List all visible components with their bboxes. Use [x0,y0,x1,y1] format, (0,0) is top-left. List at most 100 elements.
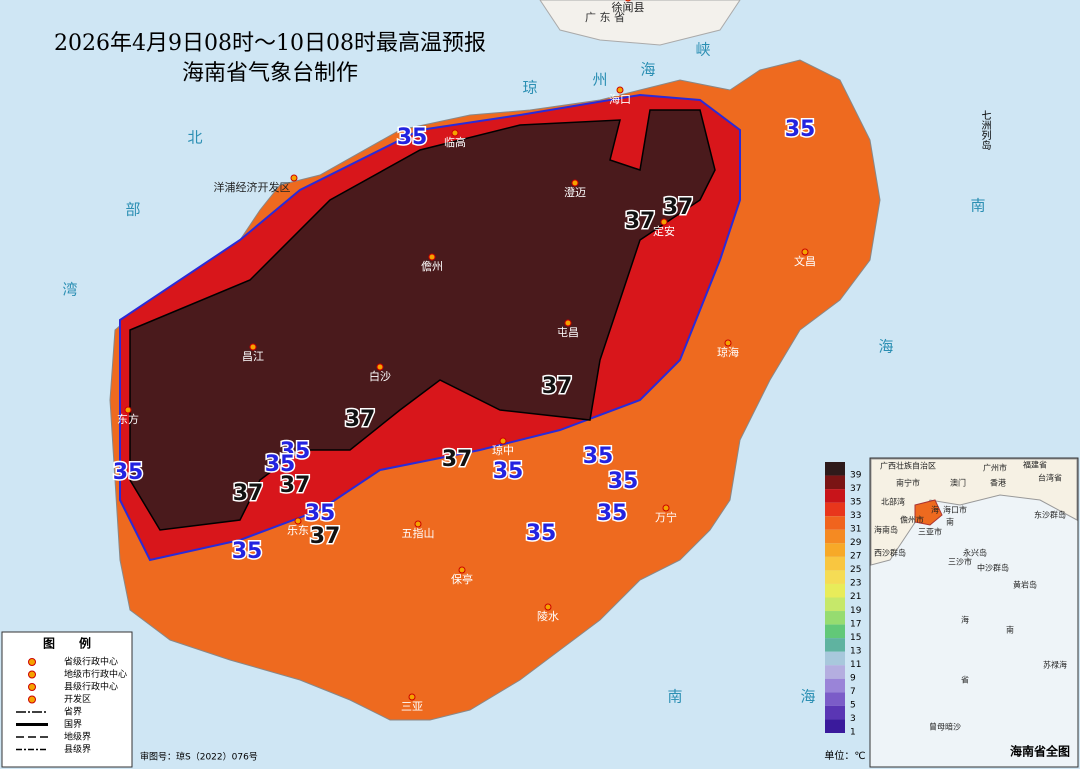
inset-label: 南宁市 [896,478,920,488]
city-marker [249,343,257,351]
colorbar-segment [825,529,845,544]
inset-label: 海 [961,615,969,625]
city-label: 洋浦经济开发区 [214,180,291,194]
city-label: 东方 [117,412,139,426]
approval: 审图号：琼S（2022）076号 [140,751,258,763]
sea-label: 广 东 省 [585,11,625,24]
inset-hainan [914,499,943,526]
colorbar-tick: 19 [850,606,862,616]
city-marker [544,603,552,611]
colorbar-tick: 11 [850,660,861,670]
colorbar-tick: 37 [850,484,861,494]
inset-title: 海南省全图 [1010,744,1070,759]
colorbar-tick: 3 [850,714,856,724]
legend-item: 开发区 [64,693,91,705]
city-label: 定安 [653,224,675,238]
colorbar-segment [825,502,845,517]
city-marker [414,520,422,528]
contour-label: 35 [583,444,614,469]
legend-box [1,631,133,768]
colorbar-segment [825,665,845,679]
city-label: 白沙 [369,369,391,383]
city-marker [801,248,809,256]
inset-label: 广州市 [983,463,1007,473]
inset-label: 苏禄海 [1043,660,1067,670]
contour-label: 37 [663,195,694,220]
sea-label: 南 [970,197,985,215]
colorbar-segment [825,475,845,490]
inset-label: 三亚市 [918,527,942,537]
city-marker [571,179,579,187]
colorbar-segment [825,705,845,720]
colorbar-segment [825,583,845,598]
legend-item: 国界 [64,719,82,730]
colorbar-segment [825,570,845,584]
legend-title: 图 例 [43,636,91,651]
city-label: 临高 [444,135,466,149]
colorbar-tick: 35 [850,497,861,507]
inset-label: 台湾省 [1038,473,1062,483]
contour-label: 37 [280,473,311,498]
inset-label: 福建省 [1023,460,1047,470]
colorbar-segment [825,719,845,733]
colorbar-tick: 15 [850,633,861,643]
city-label: 屯昌 [557,326,579,339]
city-marker [660,218,668,226]
colorbar-tick: 27 [850,552,861,562]
title: 2026年4月9日08时～10日08时最高温预报 [54,31,486,56]
contour-label: 35 [785,117,816,142]
colorbar-segment [825,651,845,666]
inset-label: 中沙群岛 [977,563,1009,573]
sea-label: 海 [640,61,655,79]
contour-label: 37 [542,374,573,399]
colorbar-segment [825,611,845,625]
zone-37 [129,109,716,531]
sea-label: 琼 [522,79,537,97]
sea-label: 州 [592,71,607,89]
city-marker [458,566,466,574]
contour-label: 35 [397,125,428,150]
city-marker [724,339,732,347]
inset-label: 南 [1006,625,1014,635]
sea-label: 南 [667,688,682,706]
sea-label: 海 [878,338,893,356]
legend-item: 省界 [64,706,82,718]
colorbar-unit: 单位：℃ [824,749,865,762]
contour-label: 35 [597,501,628,526]
legend-item: 县级界 [64,743,91,755]
colorbar-tick: 33 [850,511,861,521]
inset-label: 三沙市 [948,557,972,567]
legend-symbol [28,695,36,704]
island-label: 七洲列岛 [979,110,991,151]
contour-label: 35 [265,452,296,477]
contour-label: 37 [625,209,656,234]
legend-item: 省级行政中心 [64,656,118,668]
subtitle: 海南省气象台制作 [182,61,358,86]
colorbar-tick: 1 [850,728,856,738]
inset-land [870,458,1078,566]
colorbar-tick: 29 [850,538,862,548]
inset-label: 省 [961,675,969,685]
colorbar-segment [825,489,845,503]
city-label: 万宁 [655,510,677,524]
colorbar-tick: 7 [850,687,856,697]
city-marker [662,504,670,512]
legend-symbol [28,683,36,691]
city-marker [290,174,298,182]
inset-label: 广西壮族自治区 [880,461,936,471]
sea-label: 湾 [62,281,77,299]
colorbar-tick: 23 [850,579,861,589]
inset-label: 香港 [990,478,1006,488]
contour-label: 37 [442,447,473,472]
contour-label: 35 [113,460,144,485]
inset-label: 黄岩岛 [1013,580,1037,590]
city-label: 三亚 [401,700,423,713]
inset-label: 儋州市 [900,515,924,525]
city-label: 琼中 [492,443,514,457]
city-marker [294,517,302,525]
colorbar-segment [825,678,845,693]
inset-label: 北部湾 [881,497,905,507]
contour-label: 35 [526,521,557,546]
inset-label: 永兴岛 [963,548,987,558]
